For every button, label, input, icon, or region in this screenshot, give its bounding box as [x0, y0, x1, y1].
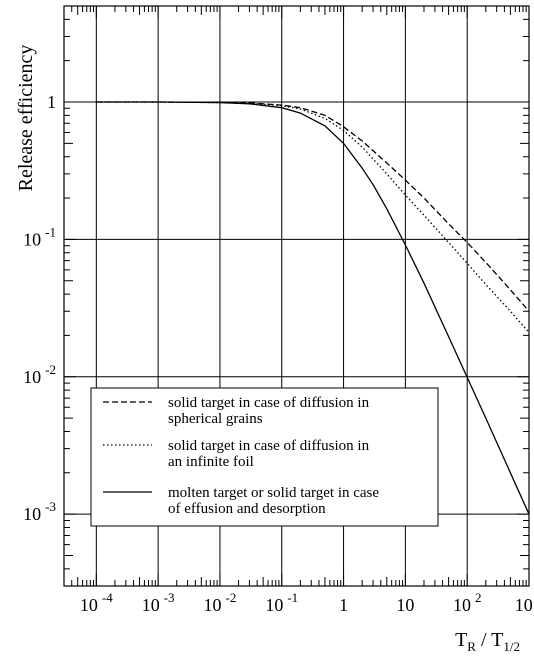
y-tick-label-2: 10 -2: [23, 362, 56, 387]
x-tick-label-2-exponent: -2: [226, 590, 237, 605]
x-tick-label-0-base: 10: [80, 595, 98, 615]
x-axis-label: TR / T1/2: [455, 629, 520, 654]
x-tick-label-7: 103: [515, 590, 534, 615]
x-tick-label-3-base: 10: [265, 595, 283, 615]
legend-text-1-0: solid target in case of diffusion in: [168, 438, 370, 454]
x-tick-label-5: 10: [396, 595, 414, 615]
y-tick-label-3-exponent: -3: [45, 499, 56, 514]
series-line-dotted: [96, 101, 530, 333]
x-tick-label-2-base: 10: [204, 595, 222, 615]
y-axis-label: Release efficiency: [15, 45, 37, 192]
y-tick-label-1-base: 10: [23, 229, 41, 249]
y-tick-label-0-base: 1: [47, 92, 56, 112]
x-tick-label-3: 10 -1: [265, 590, 298, 615]
legend-entry-0: solid target in case of diffusion insphe…: [103, 395, 370, 427]
legend-entry-2: molten target or solid target in caseof …: [103, 485, 379, 517]
legend-box: [90, 387, 439, 527]
x-tick-label-1: 10 -3: [142, 590, 175, 615]
x-tick-label-1-exponent: -3: [164, 590, 175, 605]
y-tick-labels: 1 10 -1 10 -2 10 -3: [23, 92, 56, 524]
series-line-dashed: [96, 101, 530, 312]
y-tick-label-1-exponent: -1: [45, 224, 56, 239]
x-tick-label-6-exponent: 2: [475, 590, 482, 605]
legend-text-2-1: of effusion and desorption: [168, 501, 326, 517]
x-tick-label-2: 10 -2: [204, 590, 237, 615]
y-tick-label-2-base: 10: [23, 367, 41, 387]
y-tick-label-2-exponent: -2: [45, 362, 56, 377]
y-tick-label-3: 10 -3: [23, 499, 56, 524]
x-tick-labels: 10 -4 10 -3 10 -2 10 -1 1 10 10 2 103: [80, 590, 534, 615]
plot-frame: [63, 5, 530, 587]
x-tick-label-6-base: 10: [453, 595, 471, 615]
x-tick-label-4: 1: [339, 595, 348, 615]
x-tick-label-6: 10 2: [453, 590, 482, 615]
x-axis-label-main: T: [455, 629, 467, 651]
x-tick-label-0: 10 -4: [80, 590, 113, 615]
y-tick-label-1: 10 -1: [23, 224, 56, 249]
x-axis-label-sep: /: [476, 629, 491, 651]
legend-text-0-0: solid target in case of diffusion in: [168, 395, 370, 411]
legend-text-1-1: an infinite foil: [168, 454, 254, 470]
x-tick-label-4-base: 1: [339, 595, 348, 615]
legend-text-2-0: molten target or solid target in case: [168, 485, 379, 501]
x-tick-label-5-base: 10: [396, 595, 414, 615]
y-tick-label-0: 1: [47, 92, 56, 112]
x-axis-label-main-sub: R: [467, 639, 476, 654]
x-axis-label-den: T: [491, 629, 503, 651]
series-lines: [96, 101, 530, 515]
x-tick-label-0-exponent: -4: [102, 590, 113, 605]
legend-text-0-1: spherical grains: [168, 411, 263, 427]
y-tick-label-3-base: 10: [23, 504, 41, 524]
series-line-solid: [96, 101, 530, 515]
x-tick-label-3-exponent: -1: [287, 590, 298, 605]
x-tick-label-1-base: 10: [142, 595, 160, 615]
x-axis-label-den-sub: 1/2: [503, 639, 520, 654]
legend: solid target in case of diffusion insphe…: [90, 387, 439, 527]
x-tick-label-7-base: 10: [515, 595, 533, 615]
